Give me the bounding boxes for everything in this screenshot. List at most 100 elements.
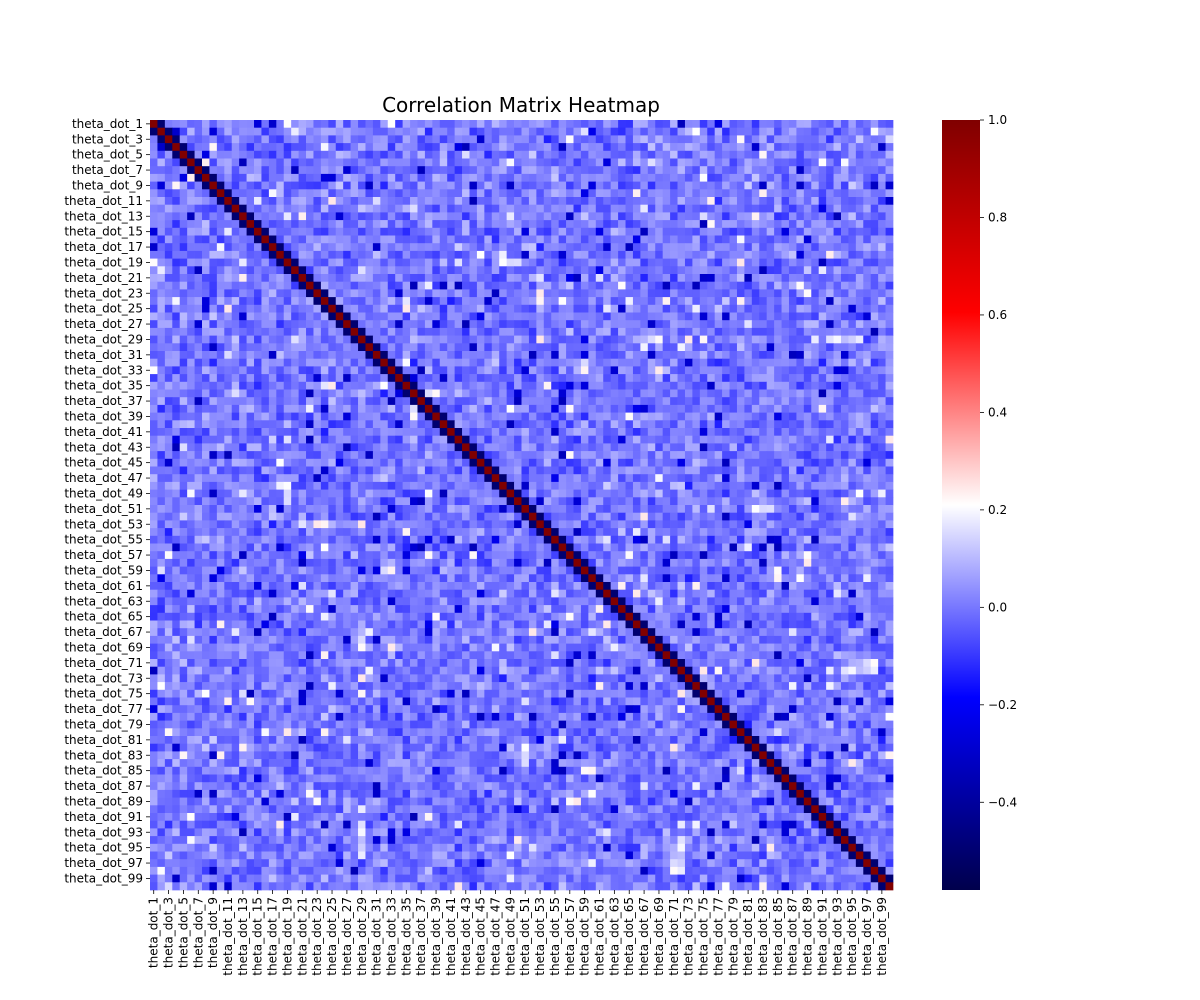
heatmap-cell: [320, 274, 329, 283]
heatmap-cell: [239, 243, 247, 252]
heatmap-cell: [826, 358, 834, 367]
heatmap-cell: [573, 489, 582, 498]
heatmap-cell: [699, 312, 708, 321]
heatmap-cell: [536, 150, 545, 159]
heatmap-cell: [202, 420, 210, 429]
heatmap-cell: [863, 358, 872, 367]
heatmap-cell: [840, 489, 849, 498]
heatmap-cell: [231, 443, 240, 452]
heatmap-cell: [796, 458, 805, 467]
heatmap-cell: [811, 451, 820, 460]
heatmap-cell: [855, 235, 864, 244]
heatmap-cell: [306, 435, 314, 444]
heatmap-cell: [885, 235, 894, 244]
heatmap-cell: [699, 158, 708, 167]
heatmap-cell: [729, 343, 738, 352]
heatmap-cell: [878, 212, 886, 221]
heatmap-cell: [744, 358, 753, 367]
heatmap-cell: [543, 374, 552, 383]
heatmap-cell: [848, 497, 857, 506]
heatmap-cell: [320, 412, 329, 421]
heatmap-cell: [736, 358, 745, 367]
heatmap-cell: [736, 189, 745, 198]
heatmap-cell: [751, 166, 760, 175]
heatmap-cell: [157, 474, 166, 483]
heatmap-cell: [640, 220, 649, 229]
heatmap-cell: [610, 120, 619, 129]
heatmap-cell: [254, 250, 262, 259]
heatmap-cell: [788, 197, 797, 206]
heatmap-cell: [261, 374, 270, 383]
heatmap-cell: [751, 489, 760, 498]
heatmap-cell: [551, 320, 559, 329]
heatmap-cell: [402, 374, 411, 383]
heatmap-cell: [202, 274, 210, 283]
heatmap-cell: [618, 250, 626, 259]
heatmap-cell: [818, 412, 827, 421]
heatmap-cell: [328, 250, 337, 259]
heatmap-cell: [833, 489, 842, 498]
heatmap-cell: [298, 351, 307, 360]
heatmap-cell: [796, 166, 805, 175]
heatmap-cell: [803, 266, 812, 275]
heatmap-cell: [840, 497, 849, 506]
heatmap-cell: [231, 181, 240, 190]
heatmap-cell: [209, 374, 218, 383]
heatmap-cell: [632, 258, 641, 267]
heatmap-cell: [543, 366, 552, 375]
heatmap-cell: [424, 381, 433, 390]
heatmap-cell: [885, 281, 894, 290]
heatmap-cell: [424, 197, 433, 206]
heatmap-cell: [380, 258, 389, 267]
heatmap-cell: [454, 173, 463, 182]
heatmap-cell: [543, 166, 552, 175]
heatmap-cell: [751, 250, 760, 259]
heatmap-cell: [707, 420, 716, 429]
heatmap-cell: [283, 227, 292, 236]
heatmap-cell: [514, 466, 522, 475]
heatmap-cell: [855, 320, 864, 329]
heatmap-cell: [320, 489, 329, 498]
heatmap-cell: [722, 250, 730, 259]
heatmap-cell: [692, 258, 701, 267]
heatmap-cell: [298, 397, 307, 406]
heatmap-cell: [796, 120, 805, 129]
heatmap-cell: [528, 235, 537, 244]
heatmap-cell: [164, 120, 173, 129]
heatmap-cell: [692, 127, 701, 136]
heatmap-cell: [818, 197, 827, 206]
heatmap-cell: [224, 150, 233, 159]
heatmap-cell: [603, 227, 612, 236]
heatmap-cell: [625, 474, 634, 483]
heatmap-cell: [878, 274, 886, 283]
heatmap-cell: [566, 135, 574, 144]
heatmap-cell: [885, 304, 894, 313]
heatmap-cell: [603, 304, 612, 313]
heatmap-cell: [172, 227, 181, 236]
heatmap-cell: [491, 235, 500, 244]
heatmap-cell: [647, 250, 656, 259]
heatmap-cell: [558, 351, 567, 360]
heatmap-cell: [306, 227, 314, 236]
heatmap-cell: [283, 166, 292, 175]
heatmap-cell: [833, 404, 842, 413]
heatmap-cell: [796, 220, 805, 229]
heatmap-cell: [818, 443, 827, 452]
heatmap-cell: [803, 443, 812, 452]
heatmap-cell: [729, 335, 738, 344]
heatmap-cell: [402, 335, 411, 344]
heatmap-cell: [187, 443, 195, 452]
heatmap-cell: [536, 312, 545, 321]
heatmap-cell: [187, 120, 195, 129]
heatmap-cell: [551, 497, 559, 506]
heatmap-cell: [320, 243, 329, 252]
heatmap-cell: [432, 266, 441, 275]
heatmap-cell: [380, 474, 389, 483]
heatmap-cell: [818, 135, 827, 144]
heatmap-cell: [528, 266, 537, 275]
heatmap-cell: [528, 358, 537, 367]
heatmap-cell: [187, 143, 195, 152]
heatmap-cell: [855, 458, 864, 467]
heatmap-cell: [699, 235, 708, 244]
heatmap-cell: [350, 304, 359, 313]
